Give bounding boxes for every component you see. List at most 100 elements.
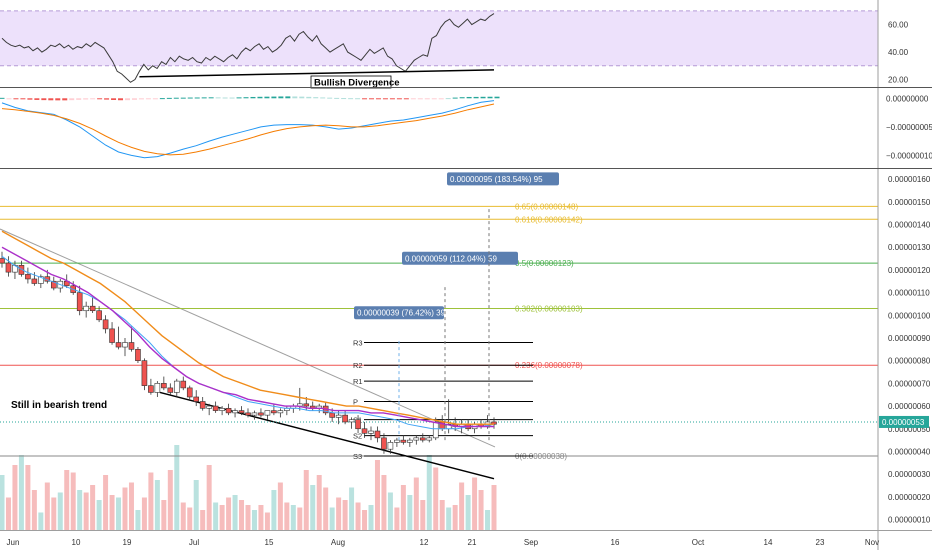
oscillator-line xyxy=(1,13,495,83)
volume-bar xyxy=(465,495,471,530)
histogram-bar xyxy=(285,96,291,99)
candle-down xyxy=(141,360,148,386)
pivot-label: R3 xyxy=(353,339,363,348)
time-tick-label: 16 xyxy=(611,538,620,547)
volume-bar xyxy=(245,505,251,530)
volume-bar xyxy=(206,465,212,530)
oscillator-pane: Bullish Divergence xyxy=(0,10,878,89)
histogram-bar xyxy=(348,98,354,100)
histogram-bar xyxy=(299,96,305,99)
volume-bar xyxy=(316,475,322,530)
candle-down xyxy=(161,383,167,389)
price-tick-label: 0.00000040 xyxy=(888,447,931,456)
volume-bar xyxy=(18,455,24,530)
volume-bar xyxy=(426,455,432,530)
volume-bar xyxy=(25,465,31,530)
moving-average-slow xyxy=(1,230,494,425)
candle-up xyxy=(219,408,225,411)
oscillator-tick-label: 60.00 xyxy=(888,21,909,30)
volume-bar xyxy=(12,465,18,530)
histogram-bar xyxy=(487,96,493,99)
price-tick-label: 0.00000060 xyxy=(888,402,931,411)
divergence-trendline xyxy=(139,69,495,78)
time-tick-label: 12 xyxy=(420,538,429,547)
volume-bar xyxy=(472,477,478,530)
volume-bar xyxy=(459,482,465,530)
histogram-bar xyxy=(194,97,200,99)
volume-bar xyxy=(439,500,445,530)
candle-up xyxy=(206,405,212,409)
volume-bar xyxy=(374,460,380,530)
candle-up xyxy=(426,437,433,441)
histogram-bar xyxy=(257,96,263,99)
volume-bar xyxy=(0,475,5,530)
target-box xyxy=(447,172,559,186)
volume-bar xyxy=(90,485,96,530)
histogram-bar xyxy=(438,98,444,100)
volume-bar xyxy=(381,475,387,530)
candle-up xyxy=(368,430,374,434)
volume-bar xyxy=(180,502,186,530)
histogram-bar xyxy=(76,98,82,100)
price-tick-label: 0.00000090 xyxy=(888,334,931,343)
volume-bar xyxy=(148,472,154,530)
volume-bar xyxy=(342,500,348,530)
volume-bar xyxy=(271,490,277,530)
histogram-bar xyxy=(83,98,89,100)
candle-down xyxy=(271,410,277,414)
volume-bar xyxy=(407,495,413,530)
oscillator-tick-label: 40.00 xyxy=(888,48,909,57)
histogram-bar xyxy=(236,97,242,99)
histogram-bar xyxy=(292,96,298,99)
histogram-bar xyxy=(243,97,249,99)
current-price-tag xyxy=(879,415,929,428)
histogram-bar xyxy=(396,98,402,100)
histogram-bar xyxy=(145,98,151,100)
candle-up xyxy=(407,439,413,443)
volume-bar xyxy=(38,512,44,530)
histogram-bar xyxy=(222,97,228,99)
candle-down xyxy=(50,280,57,289)
volume-bar xyxy=(277,482,283,530)
histogram-bar xyxy=(327,97,333,99)
candle-down xyxy=(361,428,368,434)
candle-up xyxy=(154,383,161,393)
histogram-bar xyxy=(111,98,117,100)
histogram-bar xyxy=(424,98,430,100)
time-tick-label: Aug xyxy=(331,538,345,547)
volume-bar xyxy=(394,507,400,530)
histogram-bar xyxy=(382,98,388,100)
volume-bar xyxy=(232,495,238,530)
histogram-bar xyxy=(473,96,479,99)
histogram-bar xyxy=(104,98,110,100)
time-tick-label: Oct xyxy=(692,538,705,547)
histogram-bar xyxy=(369,98,375,100)
candle-up xyxy=(335,414,342,418)
time-tick-label: Nov xyxy=(865,538,879,547)
candle-down xyxy=(193,396,200,402)
volume-bar xyxy=(167,470,173,530)
histogram-bar xyxy=(27,98,33,100)
candle-up xyxy=(394,439,400,443)
histogram-bar xyxy=(466,96,472,99)
histogram-bar xyxy=(271,96,277,99)
time-axis[interactable]: Jun 10 19 Jul 15 Aug 12 21 Sep 16 Oct 14 23 Nov xyxy=(7,538,880,547)
candle-up xyxy=(232,410,238,414)
volume-bar xyxy=(349,487,355,530)
histogram-bar xyxy=(459,97,465,99)
price-tick-label: 0.00000130 xyxy=(888,243,931,252)
volume-bar xyxy=(420,500,426,530)
candle-down xyxy=(25,274,31,280)
volume-bar xyxy=(303,470,309,530)
histogram-bar xyxy=(417,98,423,100)
histogram-bar xyxy=(41,98,47,101)
target-text: 0.00000059 (112.04%) 59 xyxy=(405,254,497,263)
volume-bar xyxy=(154,480,160,530)
histogram-bar xyxy=(229,97,235,99)
histogram-bar xyxy=(159,98,165,100)
candle-up xyxy=(83,305,89,312)
volume-bar xyxy=(329,507,335,530)
price-tick-label: 0.00000110 xyxy=(888,289,930,298)
